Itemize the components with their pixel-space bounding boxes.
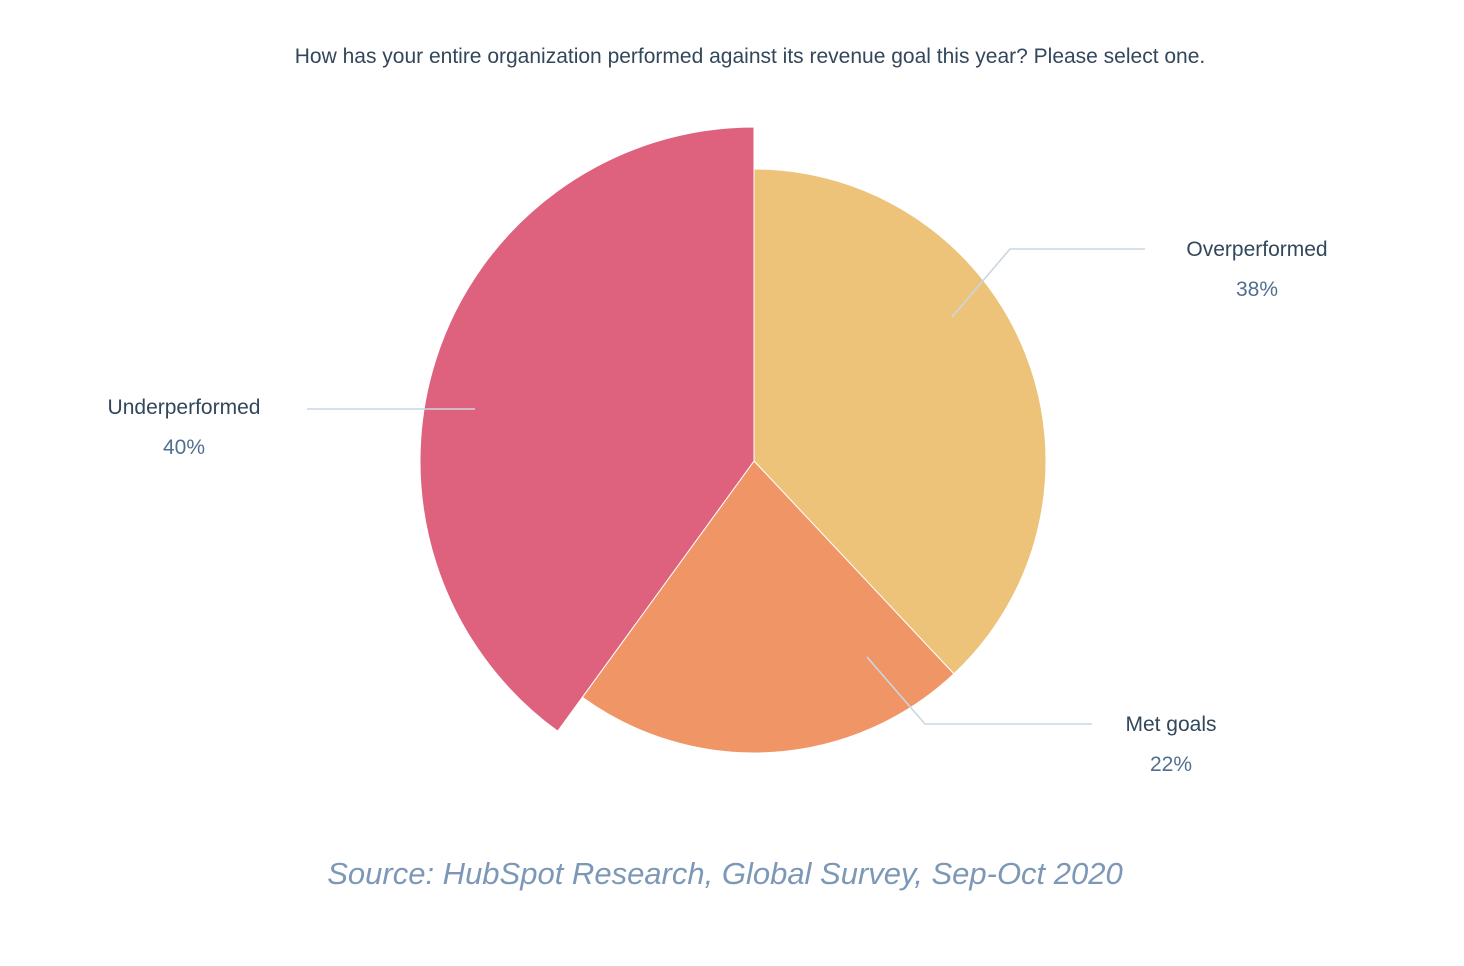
slice-label-overperformed: Overperformed [1186, 238, 1327, 261]
pie-slice-underperformed[interactable] [419, 126, 755, 732]
pie-slices [419, 126, 1047, 754]
slice-label-met-goals: Met goals [1125, 713, 1216, 736]
slice-value-underperformed: 40% [163, 436, 205, 459]
leader-line-met-goals [866, 656, 1092, 725]
slice-label-underperformed: Underperformed [108, 396, 261, 419]
slice-value-met-goals: 22% [1150, 753, 1192, 776]
leader-line-overperformed [951, 248, 1145, 318]
pie-slice-overperformed[interactable] [753, 168, 1047, 675]
slice-labels: Overperformed 38% Met goals 22% Underperform… [108, 238, 1328, 776]
pie-slice-met-goals[interactable] [581, 460, 955, 754]
chart-title: How has your entire organization perform… [295, 45, 1206, 68]
leader-lines [307, 248, 1145, 725]
source-note: Source: HubSpot Research, Global Survey,… [327, 856, 1123, 891]
slice-value-overperformed: 38% [1236, 278, 1278, 301]
